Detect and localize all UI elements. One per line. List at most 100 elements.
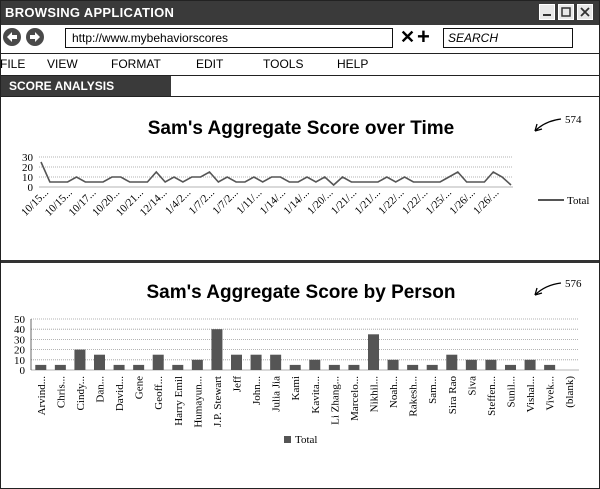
y-tick-label: 10 [22, 172, 34, 184]
bar-8 [191, 359, 203, 370]
minimize-button[interactable] [539, 4, 555, 20]
back-arrow-icon [7, 32, 17, 42]
x-tick-label: 1/11/... [234, 186, 264, 216]
x-tick-label: 1/22/... [376, 186, 406, 216]
close-icon [580, 7, 590, 17]
x-tick-label: David... [114, 376, 126, 411]
y-tick-label: 50 [14, 314, 26, 326]
y-tick-label: 30 [14, 334, 26, 346]
chart-title: Sam's Aggregate Score over Time [148, 118, 455, 139]
callout-576-arrow [534, 282, 562, 296]
bar-19 [407, 364, 419, 370]
bar-5 [133, 364, 145, 370]
x-tick-label: Chris... [55, 376, 67, 408]
score-by-person-chart: Sam's Aggregate Score by Person 576 010203… [14, 278, 582, 446]
x-tick-label: Harry Emil [173, 376, 185, 426]
y-tick-label: 10 [14, 355, 26, 367]
x-tick-label: Vivek... [545, 376, 557, 411]
x-tick-label: Sam... [427, 376, 439, 404]
forward-arrow-icon [30, 32, 40, 42]
x-tick-label: 1/25/... [424, 186, 454, 216]
x-tick-label: Kami [290, 376, 302, 400]
x-tick-label: 1/7/2... [210, 186, 240, 216]
x-tick-label: Siva [466, 376, 478, 396]
y-tick-label: 0 [28, 182, 34, 194]
back-button[interactable] [3, 28, 21, 46]
url-field[interactable]: http://www.mybehaviorscores [65, 28, 393, 48]
x-tick-label: Sunil... [506, 376, 518, 408]
bar-25 [524, 359, 536, 370]
close-button[interactable] [577, 4, 593, 20]
bar-3 [94, 354, 105, 370]
bar-24 [505, 364, 516, 370]
tab-bar: SCORE ANALYSIS [1, 75, 599, 97]
search-input[interactable]: SEARCH [443, 28, 573, 48]
bar-11 [250, 354, 262, 370]
maximize-button[interactable] [558, 4, 574, 20]
x-tick-label: Julia Jia [271, 376, 283, 412]
bar-22 [465, 359, 477, 370]
x-tick-label: Li Zhang... [329, 376, 341, 425]
tab-score-analysis[interactable]: SCORE ANALYSIS [1, 76, 171, 96]
bar-7 [172, 364, 184, 370]
title-bar: BROWSING APPLICATION [1, 1, 599, 25]
x-tick-label: Vishal... [525, 376, 537, 413]
menu-view[interactable]: VIEW [47, 57, 78, 71]
x-tick-label: 1/21/... [329, 186, 359, 216]
x-tick-label: Humayun... [192, 376, 204, 428]
series-line-total [40, 161, 512, 187]
x-tick-label: John... [251, 376, 263, 405]
callout-576-arrowhead [534, 287, 543, 296]
forward-button[interactable] [26, 28, 44, 46]
menu-file[interactable]: FILE [0, 57, 26, 71]
x-tick-label: 1/26/... [471, 186, 501, 216]
bar-10 [231, 354, 242, 370]
x-tick-label: 1/4/2... [163, 186, 193, 216]
x-tick-label: 1/20/... [305, 186, 335, 216]
x-tick-label: 1/21/... [353, 186, 383, 216]
close-tab-icon[interactable]: ✕ [400, 27, 416, 47]
menu-help[interactable]: HELP [337, 57, 369, 71]
callout-576: 576 [565, 278, 582, 290]
x-tick-label: 12/14... [138, 186, 170, 218]
x-tick-label: Geoff... [153, 376, 165, 410]
bar-16 [348, 364, 360, 370]
bar-26 [544, 364, 556, 370]
new-tab-icon[interactable]: + [417, 24, 430, 49]
x-tick-label: Gene [134, 376, 146, 399]
minimize-icon [543, 14, 551, 16]
bar-9 [211, 329, 223, 370]
menu-format[interactable]: FORMAT [111, 57, 161, 71]
x-tick-label: 1/14/... [282, 186, 312, 216]
bar-6 [152, 354, 164, 370]
bar-12 [270, 354, 282, 370]
callout-574: 574 [565, 114, 582, 126]
y-tick-label: 40 [14, 324, 26, 336]
chart-divider [1, 260, 599, 263]
x-tick-label: Kavita... [310, 376, 322, 414]
legend-swatch-total [284, 436, 291, 443]
x-tick-label: Marcelo... [349, 376, 361, 421]
window-title: BROWSING APPLICATION [5, 5, 175, 20]
bar-21 [446, 354, 458, 370]
x-tick-label: 1/7/2... [187, 186, 217, 216]
bar-23 [485, 359, 497, 370]
bar-20 [426, 364, 438, 370]
y-tick-label: 20 [22, 162, 34, 174]
x-tick-label: Arvind... [36, 376, 48, 416]
x-tick-label: 1/26/... [447, 186, 477, 216]
legend-label-total: Total [567, 195, 589, 207]
x-tick-label: 1/14/... [258, 186, 288, 216]
bar-15 [328, 364, 340, 370]
score-over-time-chart: Sam's Aggregate Score over Time 574 010203… [19, 114, 589, 219]
menu-tools[interactable]: TOOLS [263, 57, 304, 71]
x-tick-label: Steffen... [486, 376, 498, 416]
x-tick-label: (blank) [564, 376, 576, 408]
menu-bar: FILE VIEW FORMAT EDIT TOOLS HELP [0, 54, 599, 74]
bar-13 [289, 364, 301, 370]
bar-17 [368, 334, 379, 370]
x-tick-label: Jeff [232, 376, 244, 393]
chart-title: Sam's Aggregate Score by Person [147, 282, 456, 303]
menu-edit[interactable]: EDIT [196, 57, 224, 71]
